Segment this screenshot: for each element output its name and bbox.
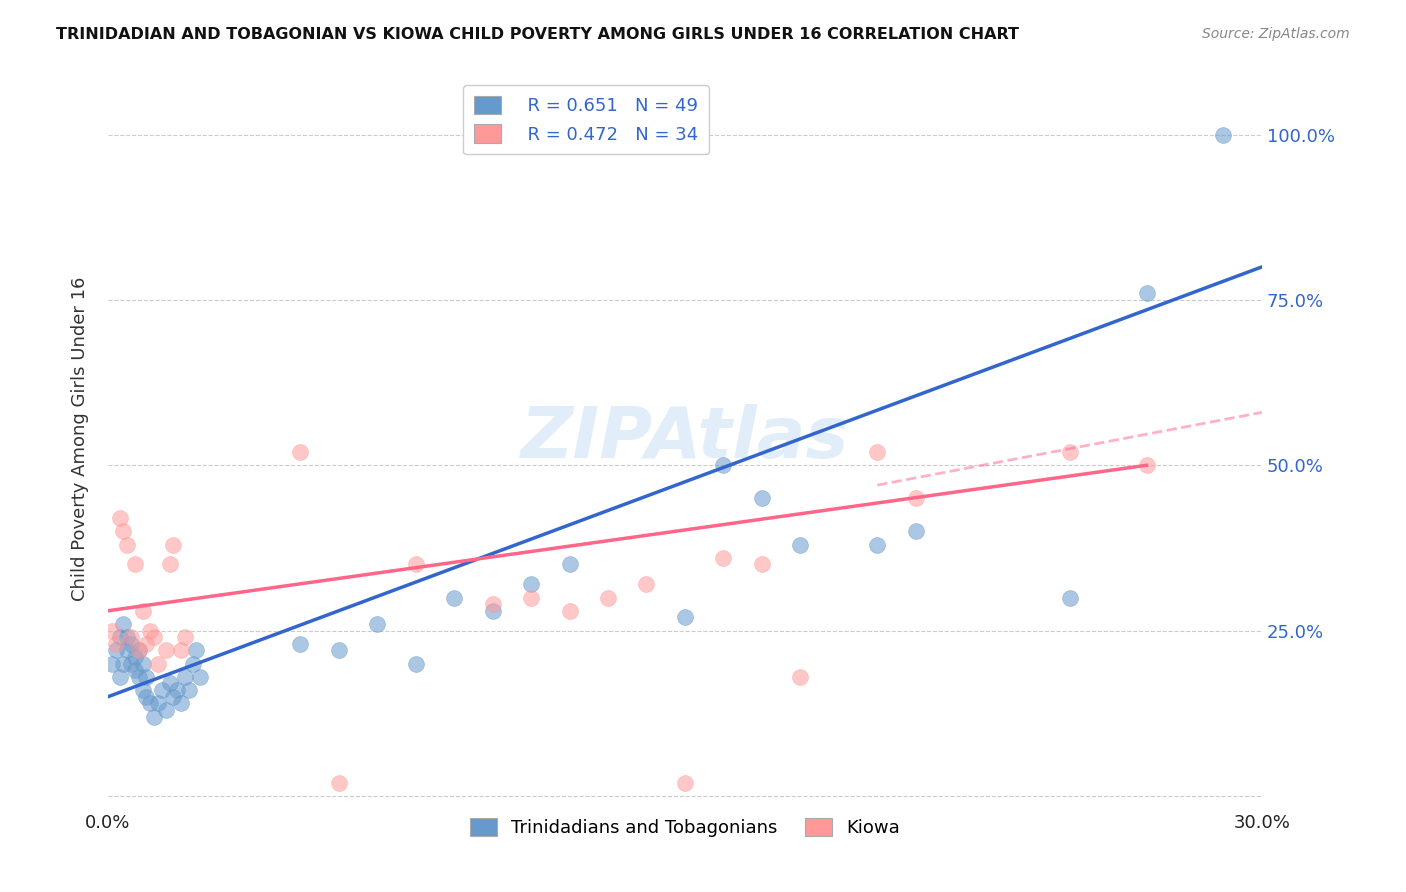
Point: [115, 538, 138, 552]
Point: [124, 650, 146, 665]
Point: [124, 558, 146, 572]
Point: [366, 617, 388, 632]
Point: [188, 670, 211, 684]
Point: [135, 690, 157, 704]
Point: [904, 491, 927, 506]
Point: [155, 643, 177, 657]
Point: [1059, 445, 1081, 459]
Point: [558, 558, 581, 572]
Point: [128, 643, 150, 657]
Text: TRINIDADIAN AND TOBAGONIAN VS KIOWA CHILD POVERTY AMONG GIRLS UNDER 16 CORRELATI: TRINIDADIAN AND TOBAGONIAN VS KIOWA CHIL…: [56, 27, 1019, 42]
Point: [135, 637, 157, 651]
Point: [112, 617, 135, 632]
Point: [1135, 286, 1157, 301]
Point: [139, 624, 162, 638]
Point: [290, 445, 312, 459]
Point: [789, 538, 811, 552]
Point: [443, 591, 465, 605]
Point: [174, 670, 197, 684]
Point: [108, 511, 131, 525]
Point: [162, 538, 184, 552]
Point: [120, 637, 142, 651]
Point: [520, 591, 543, 605]
Point: [112, 524, 135, 539]
Point: [866, 445, 889, 459]
Point: [520, 577, 543, 591]
Point: [481, 597, 503, 611]
Point: [713, 550, 735, 565]
Point: [1135, 458, 1157, 473]
Point: [120, 630, 142, 644]
Point: [636, 577, 658, 591]
Text: ZIPAtlas: ZIPAtlas: [520, 404, 849, 474]
Legend: Trinidadians and Tobagonians, Kiowa: Trinidadians and Tobagonians, Kiowa: [463, 811, 907, 845]
Point: [108, 670, 131, 684]
Point: [128, 670, 150, 684]
Point: [150, 683, 173, 698]
Point: [104, 643, 127, 657]
Point: [673, 775, 696, 789]
Point: [481, 604, 503, 618]
Point: [596, 591, 619, 605]
Point: [186, 643, 208, 657]
Point: [131, 657, 153, 671]
Point: [115, 630, 138, 644]
Point: [290, 637, 312, 651]
Point: [673, 610, 696, 624]
Point: [159, 558, 181, 572]
Point: [135, 670, 157, 684]
Point: [328, 775, 350, 789]
Point: [405, 558, 427, 572]
Point: [174, 630, 197, 644]
Point: [139, 696, 162, 710]
Point: [405, 657, 427, 671]
Point: [866, 538, 889, 552]
Point: [1212, 128, 1234, 142]
Y-axis label: Child Poverty Among Girls Under 16: Child Poverty Among Girls Under 16: [72, 277, 89, 601]
Point: [108, 630, 131, 644]
Point: [159, 676, 181, 690]
Point: [146, 657, 169, 671]
Point: [124, 663, 146, 677]
Point: [170, 643, 193, 657]
Point: [143, 630, 166, 644]
Point: [120, 657, 142, 671]
Point: [558, 604, 581, 618]
Point: [146, 696, 169, 710]
Point: [101, 657, 124, 671]
Point: [181, 657, 204, 671]
Point: [166, 683, 188, 698]
Point: [751, 491, 773, 506]
Point: [328, 643, 350, 657]
Point: [713, 458, 735, 473]
Point: [104, 637, 127, 651]
Point: [115, 643, 138, 657]
Point: [751, 558, 773, 572]
Point: [101, 624, 124, 638]
Point: [1059, 591, 1081, 605]
Point: [170, 696, 193, 710]
Point: [128, 643, 150, 657]
Point: [162, 690, 184, 704]
Point: [177, 683, 200, 698]
Point: [155, 703, 177, 717]
Text: Source: ZipAtlas.com: Source: ZipAtlas.com: [1202, 27, 1350, 41]
Point: [131, 604, 153, 618]
Point: [131, 683, 153, 698]
Point: [112, 657, 135, 671]
Point: [904, 524, 927, 539]
Point: [789, 670, 811, 684]
Point: [143, 709, 166, 723]
